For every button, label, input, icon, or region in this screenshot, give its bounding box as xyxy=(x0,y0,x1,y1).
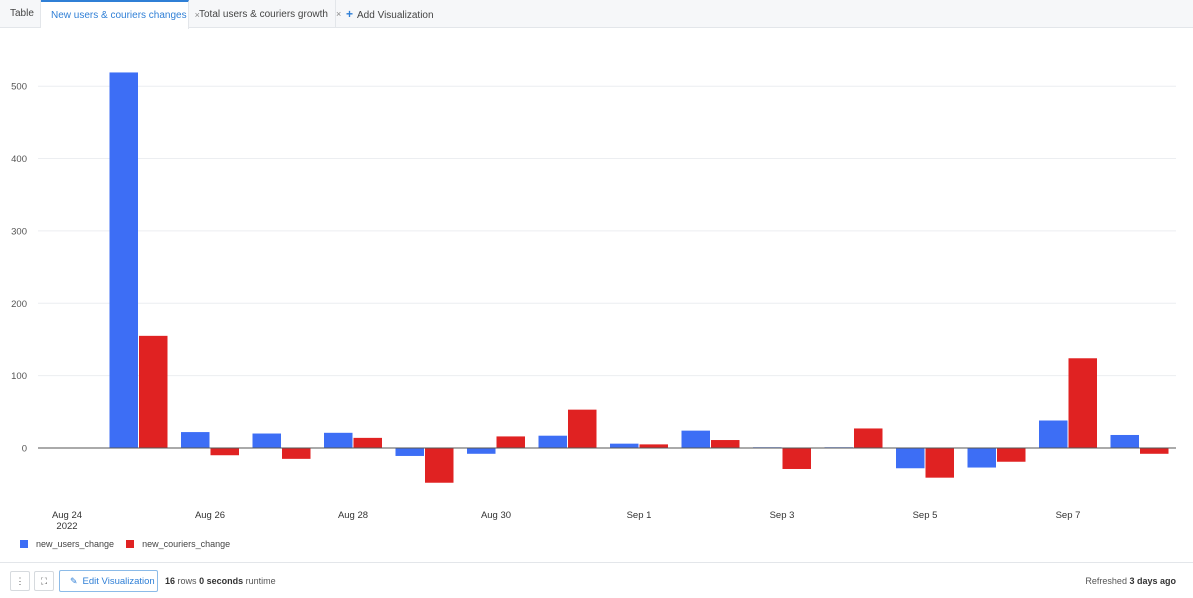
y-tick-label: 500 xyxy=(11,82,27,93)
visualization-footer: ⋮ ⛶ ✎ Edit Visualization 16 rows 0 second… xyxy=(0,562,1193,598)
bar-new_users_change xyxy=(181,432,210,448)
tab-table[interactable]: Table xyxy=(0,0,41,28)
rows-word: rows xyxy=(178,576,197,586)
add-visualization-label: Add Visualization xyxy=(357,10,434,21)
bar-new_couriers_change xyxy=(997,448,1026,462)
bar-new_users_change xyxy=(1111,435,1140,448)
bar-new_users_change xyxy=(682,431,711,448)
x-tick-sublabel: 2022 xyxy=(56,521,77,532)
refreshed-status: Refreshed 3 days ago xyxy=(1085,576,1176,586)
legend-item-new-couriers-change[interactable]: new_couriers_change xyxy=(126,539,230,549)
visualization-tabbar: Table New users & couriers changes × Tota… xyxy=(0,0,1193,28)
refreshed-value: 3 days ago xyxy=(1129,576,1176,586)
edit-visualization-button[interactable]: ✎ Edit Visualization xyxy=(59,570,158,592)
expand-icon[interactable]: ⛶ xyxy=(34,571,54,591)
bar-new_couriers_change xyxy=(854,428,883,448)
bars xyxy=(110,72,1169,482)
runtime-value: 0 seconds xyxy=(199,576,243,586)
rows-count: 16 xyxy=(165,576,175,586)
legend-swatch xyxy=(126,540,134,548)
legend-label: new_users_change xyxy=(36,539,114,549)
tab-new-users-couriers-changes[interactable]: New users & couriers changes × xyxy=(41,0,189,29)
bar-new_couriers_change xyxy=(282,448,311,459)
tab-total-users-couriers-growth[interactable]: Total users & couriers growth × xyxy=(189,0,336,28)
y-axis-ticks: 0 100 200 300 400 500 xyxy=(11,82,27,455)
x-tick-label: Aug 28 xyxy=(338,510,368,521)
more-vertical-icon[interactable]: ⋮ xyxy=(10,571,30,591)
bar-new_couriers_change xyxy=(783,448,812,469)
x-tick-label: Sep 5 xyxy=(913,510,938,521)
bar-new_couriers_change xyxy=(1069,358,1098,448)
bar-new_couriers_change xyxy=(139,336,168,448)
bar-new_couriers_change xyxy=(926,448,955,478)
x-tick-label: Sep 3 xyxy=(770,510,795,521)
x-tick-label: Sep 7 xyxy=(1056,510,1081,521)
tab-label: Total users & couriers growth xyxy=(199,9,328,20)
bar-new_users_change xyxy=(467,448,496,454)
bar-new_couriers_change xyxy=(1140,448,1169,454)
bar-new_couriers_change xyxy=(640,444,669,448)
bar-new_users_change xyxy=(610,444,639,448)
chart-area: 0 100 200 300 400 500 Aug 24 2022 Aug 26 Aug 28 A… xyxy=(0,28,1193,561)
bar-new_users_change xyxy=(253,434,282,448)
runtime-word: runtime xyxy=(246,576,276,586)
query-meta: 16 rows 0 seconds runtime xyxy=(165,576,276,586)
y-tick-label: 300 xyxy=(11,226,27,237)
gridlines xyxy=(38,86,1176,375)
tab-label: Table xyxy=(10,8,34,19)
bar-new_users_change xyxy=(896,448,925,468)
y-tick-label: 200 xyxy=(11,299,27,310)
bar-new_couriers_change xyxy=(425,448,454,483)
bar-new_couriers_change xyxy=(568,410,597,448)
bar-new_couriers_change xyxy=(497,436,526,448)
y-tick-label: 400 xyxy=(11,154,27,165)
bar-new_users_change xyxy=(1039,421,1068,448)
edit-icon: ✎ xyxy=(70,576,78,586)
x-tick-label: Aug 26 xyxy=(195,510,225,521)
bar-new_couriers_change xyxy=(211,448,240,455)
y-tick-label: 0 xyxy=(22,444,27,455)
bar-new_couriers_change xyxy=(711,440,740,448)
bar-new_users_change xyxy=(968,448,997,468)
chart-legend: new_users_change new_couriers_change xyxy=(20,538,242,550)
bar-new_couriers_change xyxy=(354,438,383,448)
x-tick-label: Aug 24 xyxy=(52,510,82,521)
x-tick-label: Sep 1 xyxy=(627,510,652,521)
edit-visualization-label: Edit Visualization xyxy=(83,576,155,587)
legend-item-new-users-change[interactable]: new_users_change xyxy=(20,539,114,549)
bar-new_users_change xyxy=(539,436,568,448)
plus-icon: + xyxy=(346,7,353,21)
bar-new_users_change xyxy=(324,433,353,448)
add-visualization-button[interactable]: + Add Visualization xyxy=(336,0,436,28)
bar-new_users_change xyxy=(396,448,425,456)
x-tick-label: Aug 30 xyxy=(481,510,511,521)
tab-label: New users & couriers changes xyxy=(51,10,187,21)
legend-label: new_couriers_change xyxy=(142,539,230,549)
y-tick-label: 100 xyxy=(11,371,27,382)
bar-new_users_change xyxy=(110,72,139,448)
refreshed-prefix: Refreshed xyxy=(1085,576,1127,586)
legend-swatch xyxy=(20,540,28,548)
